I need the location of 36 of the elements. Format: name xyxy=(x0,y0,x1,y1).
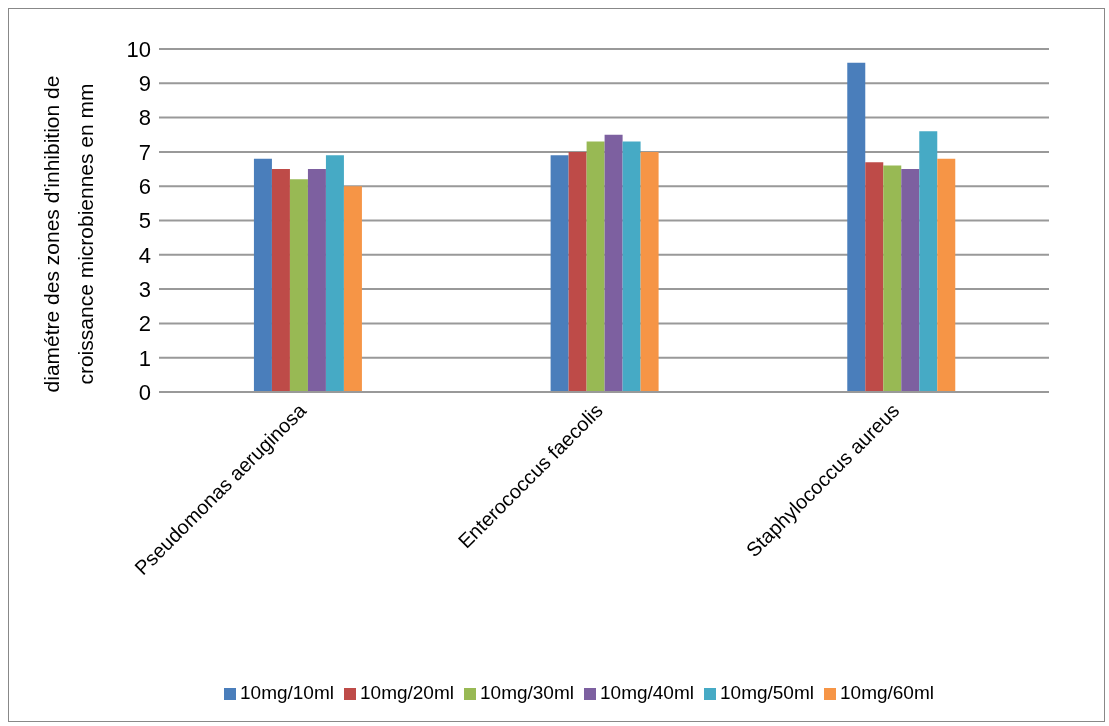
y-tick-label: 10 xyxy=(126,36,151,62)
bar xyxy=(937,158,956,392)
legend-label: 10mg/60ml xyxy=(840,682,934,703)
legend-label: 10mg/50ml xyxy=(720,682,814,703)
y-tick-label: 0 xyxy=(138,379,151,405)
legend-label: 10mg/30ml xyxy=(480,682,574,703)
bar xyxy=(865,162,884,392)
bar xyxy=(289,179,308,392)
y-tick-label: 5 xyxy=(138,208,151,234)
bar xyxy=(622,141,641,392)
bar xyxy=(640,151,659,392)
bar xyxy=(883,165,902,392)
bar xyxy=(253,158,272,392)
bar xyxy=(604,134,623,392)
legend-label: 10mg/20ml xyxy=(360,682,454,703)
legend-label: 10mg/40ml xyxy=(600,682,694,703)
bar xyxy=(847,62,866,392)
y-tick-label: 7 xyxy=(138,139,151,165)
y-tick-label: 4 xyxy=(138,242,151,268)
bar xyxy=(307,169,326,392)
bar xyxy=(343,186,362,392)
y-tick-label: 9 xyxy=(138,71,151,97)
bar xyxy=(919,131,938,392)
bar xyxy=(325,155,344,392)
y-tick-label: 2 xyxy=(138,311,151,337)
bar xyxy=(901,169,920,392)
bar xyxy=(271,169,290,392)
y-tick-label: 1 xyxy=(138,345,151,371)
y-tick-label: 3 xyxy=(138,276,151,302)
legend-label: 10mg/10ml xyxy=(240,682,334,703)
bar xyxy=(586,141,605,392)
bar xyxy=(550,155,569,392)
y-tick-label: 8 xyxy=(138,105,151,131)
y-tick-label: 6 xyxy=(138,174,151,200)
bar xyxy=(568,151,587,392)
y-axis-title: diamétre des zones d'inhibition de croissance microbiennes en mm xyxy=(39,74,98,395)
